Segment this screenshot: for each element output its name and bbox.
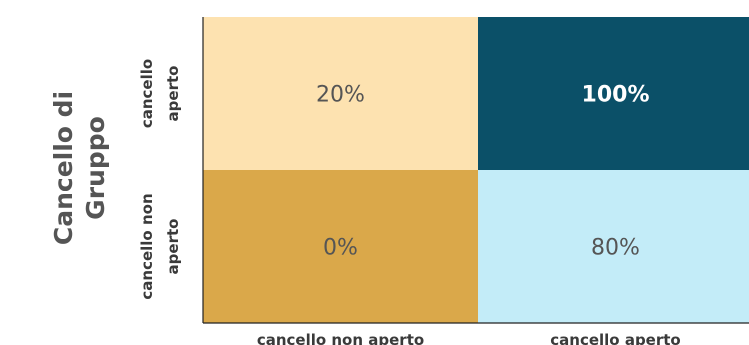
heatmap-cells: [203, 17, 749, 323]
heatmap-labels: 20% 100% 0% 80%: [316, 83, 649, 261]
row-tick-label-1-line-1: cancello non: [138, 193, 156, 299]
cell-value-label-r0-c0: 20%: [316, 83, 365, 108]
heatmap-axes: cancello aperto cancello non aperto cancello…: [138, 17, 749, 345]
y-axis-title-line-1: Cancello di: [49, 91, 78, 245]
heatmap-cell-r1-c0: [203, 170, 478, 323]
row-tick-label-0-line-1: cancello: [138, 59, 156, 128]
heatmap-cell-r0-c0: [203, 17, 478, 170]
row-tick-label-1-line-2: aperto: [164, 219, 182, 275]
cell-value-label-r1-c0: 0%: [323, 236, 358, 261]
y-axis-title-line-2: Gruppo: [81, 116, 110, 220]
row-tick-label-0-line-2: aperto: [164, 66, 182, 122]
heatmap-cell-r0-c1: [478, 17, 749, 170]
column-tick-label-1: cancello aperto: [550, 331, 680, 345]
heatmap-cell-r1-c1: [478, 170, 749, 323]
cell-value-label-r0-c1: 100%: [582, 83, 650, 108]
column-tick-label-0: cancello non aperto: [257, 331, 424, 345]
cell-value-label-r1-c1: 80%: [591, 236, 640, 261]
